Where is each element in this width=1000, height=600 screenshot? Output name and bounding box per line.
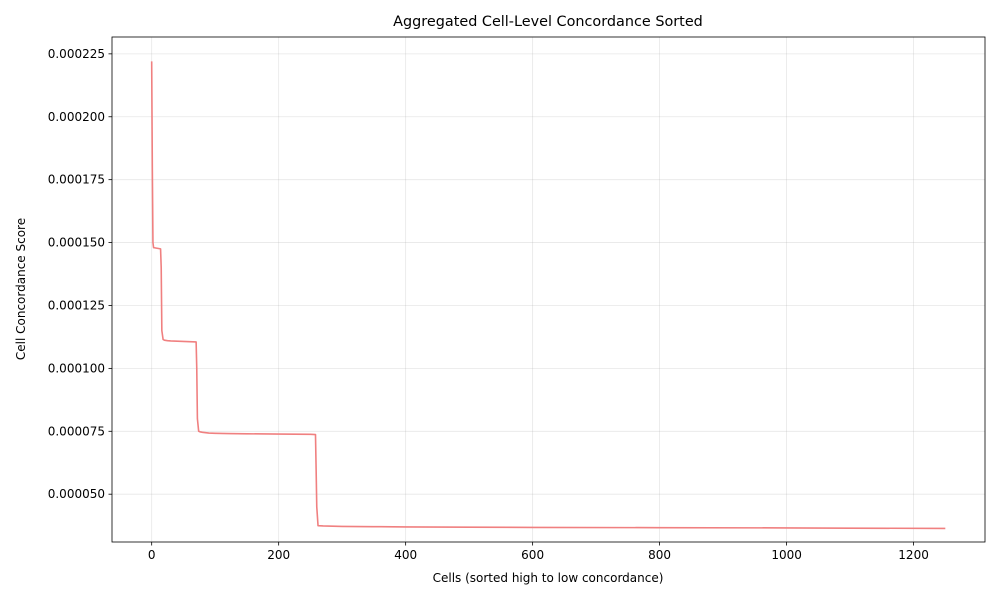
y-tick-label: 0.000075: [48, 424, 105, 438]
axes-frame: [111, 36, 986, 543]
y-axis-label: Cell Concordance Score: [14, 218, 28, 360]
x-tick-label: 1000: [771, 548, 802, 562]
x-tick-label: 0: [148, 548, 156, 562]
series-line-0: [150, 61, 946, 530]
y-tick-label: 0.000200: [48, 110, 105, 124]
x-tick-label: 200: [267, 548, 290, 562]
chart-title: Aggregated Cell-Level Concordance Sorted: [393, 14, 703, 30]
y-tick-label: 0.000175: [48, 173, 105, 187]
y-tick-label: 0.000150: [48, 236, 105, 250]
x-tick-label: 600: [521, 548, 544, 562]
grid: [112, 37, 985, 542]
x-tick-label: 400: [394, 548, 417, 562]
y-tick-label: 0.000125: [48, 298, 105, 312]
y-axis: 0.000050 0.000075 0.000100 0.000125 0.000150…: [48, 47, 112, 501]
x-tick-label: 800: [648, 548, 671, 562]
y-tick-label: 0.000225: [48, 47, 105, 61]
y-tick-label: 0.000100: [48, 361, 105, 375]
x-tick-label: 1200: [898, 548, 929, 562]
y-tick-label: 0.000050: [48, 487, 105, 501]
x-axis-label: Cells (sorted high to low concordance): [433, 571, 664, 585]
plot-series: [150, 61, 946, 530]
x-axis: 0 200 400 600 800 1000 1200: [148, 542, 929, 562]
